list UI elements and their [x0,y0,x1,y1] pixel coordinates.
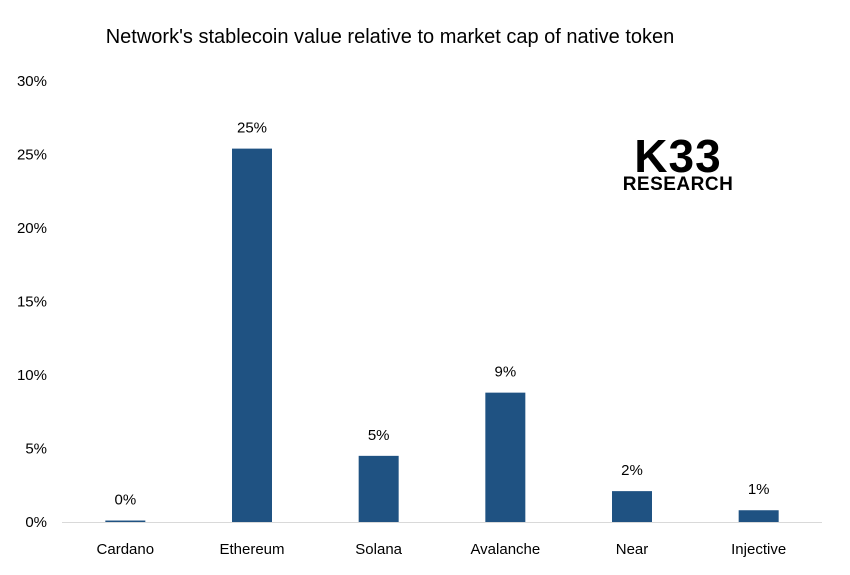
bar-ethereum [232,148,272,522]
y-tick-label: 20% [17,220,47,237]
bar-near [612,491,652,522]
x-category-label: Near [616,541,649,558]
data-label: 0% [114,492,136,509]
y-tick-label: 30% [17,73,47,90]
logo-sub-text: RESEARCH [623,174,734,195]
data-label: 1% [748,481,770,498]
k33-research-logo: K33 RESEARCH [623,130,734,195]
bar-solana [358,455,399,522]
x-category-label: Cardano [97,541,155,558]
y-tick-label: 10% [17,367,47,384]
x-category-label: Solana [355,541,402,558]
data-label: 25% [237,120,267,137]
logo-main-text: K33 [634,130,721,182]
y-tick-label: 5% [25,441,47,458]
y-tick-label: 0% [25,514,47,531]
x-category-label: Ethereum [219,541,284,558]
bar-avalanche [485,392,526,522]
x-category-label: Injective [731,541,786,558]
data-label: 9% [494,364,516,381]
y-tick-label: 15% [17,294,47,311]
x-category-label: Avalanche [470,541,540,558]
x-axis: Cardano Ethereum Solana Avalanche Near Inject… [97,541,787,558]
data-label: 2% [621,462,643,479]
y-axis: 0% 5% 10% 15% 20% 25% 30% [17,73,47,531]
bar-injective [738,510,779,522]
chart-title: Network's stablecoin value relative to m… [106,26,675,48]
data-label: 5% [368,427,390,444]
bars: 0% 25% 5% 9% 2% 1% [105,120,779,522]
y-tick-label: 25% [17,147,47,164]
bar-cardano [105,520,146,522]
